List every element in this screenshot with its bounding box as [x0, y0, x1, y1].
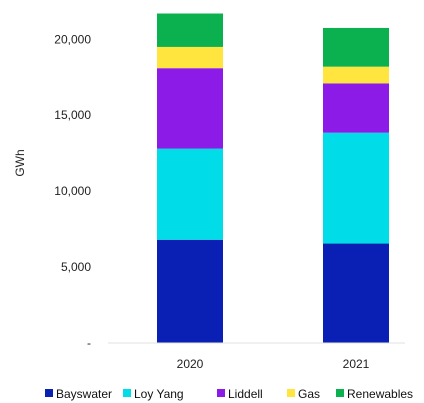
bar-segment-renewables-2021	[323, 27, 389, 67]
bars	[157, 13, 389, 343]
bar-segment-liddell-2020	[157, 68, 223, 149]
y-tick-label: -	[87, 336, 91, 350]
bar-segment-renewables-2020	[157, 13, 223, 47]
bar-segment-liddell-2021	[323, 83, 389, 133]
legend-item-gas: Gas	[287, 387, 320, 401]
y-tick-labels: - 5,000 10,000 15,000 20,000	[54, 32, 91, 350]
x-tick-label-2021: 2021	[343, 357, 370, 371]
legend-label: Renewables	[347, 387, 413, 401]
bar-segment-gas-2020	[157, 46, 223, 69]
y-tick-label: 5,000	[61, 260, 91, 274]
legend-label: Loy Yang	[134, 387, 184, 401]
bar-segment-bayswater-2021	[323, 243, 389, 343]
bar-segment-loy-yang-2021	[323, 132, 389, 244]
legend-swatch	[217, 389, 225, 397]
bar-segment-loy-yang-2020	[157, 148, 223, 240]
bar-segment-gas-2021	[323, 66, 389, 84]
legend-item-liddell: Liddell	[217, 387, 263, 401]
y-axis-title-group: GWh	[13, 149, 27, 176]
legend-item-renewables: Renewables	[336, 387, 413, 401]
legend-label: Gas	[298, 387, 320, 401]
x-tick-label-2020: 2020	[177, 357, 204, 371]
legend-swatch	[45, 389, 53, 397]
legend-item-loy-yang: Loy Yang	[123, 387, 184, 401]
legend-swatch	[123, 389, 131, 397]
legend-swatch	[287, 389, 295, 397]
legend-swatch	[336, 389, 344, 397]
x-tick-labels: 2020 2021	[177, 357, 370, 371]
bar-segment-bayswater-2020	[157, 239, 223, 343]
y-tick-label: 20,000	[54, 32, 91, 46]
legend-item-bayswater: Bayswater	[45, 387, 112, 401]
y-tick-label: 15,000	[54, 108, 91, 122]
legend-label: Liddell	[228, 387, 263, 401]
y-axis-title: GWh	[13, 149, 27, 176]
legend-label: Bayswater	[56, 387, 112, 401]
y-tick-label: 10,000	[54, 184, 91, 198]
legend: Bayswater Loy Yang Liddell Gas Renewables	[45, 387, 413, 401]
